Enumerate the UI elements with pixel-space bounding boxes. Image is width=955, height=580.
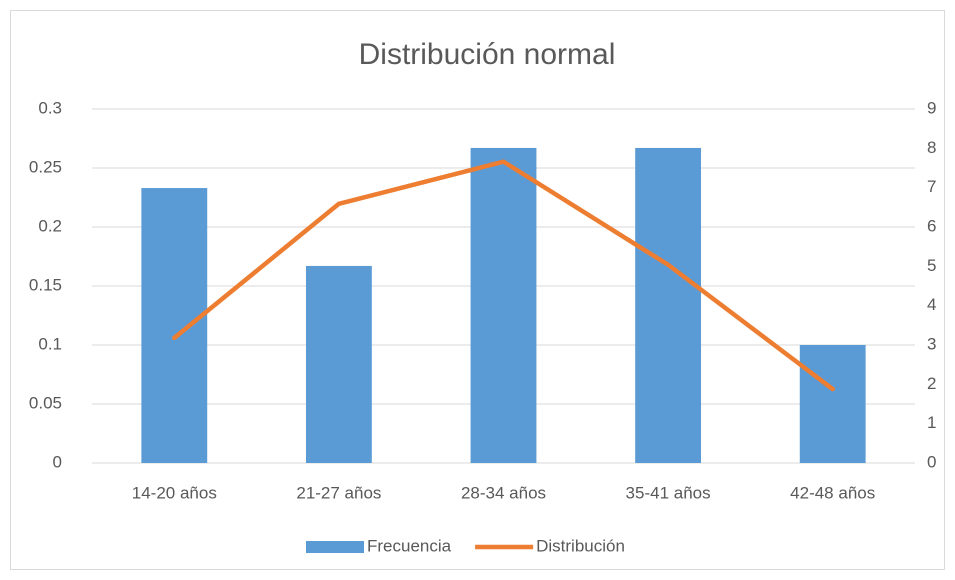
y-tick-label: 0.2 — [38, 216, 62, 235]
y-tick-label: 0.3 — [38, 98, 62, 117]
x-tick-label: 42-48 años — [790, 483, 875, 502]
y2-tick-label: 9 — [927, 98, 936, 117]
y2-tick-label: 6 — [927, 216, 936, 235]
bar — [635, 147, 702, 463]
y2-tick-label: 7 — [927, 177, 936, 196]
line — [172, 159, 835, 392]
y2-tick-label: 2 — [927, 374, 936, 393]
y2-tick-label: 3 — [927, 334, 936, 353]
y-tick-label: 0 — [53, 452, 62, 471]
x-tick-label: 28-34 años — [461, 483, 546, 502]
y-tick-label: 0.1 — [38, 334, 62, 353]
bar — [305, 265, 372, 463]
x-tick-label: 35-41 años — [626, 483, 711, 502]
bar — [141, 188, 208, 463]
y-tick-label: 0.15 — [29, 275, 62, 294]
x-tick-label: 14-20 años — [132, 483, 217, 502]
y2-tick-label: 5 — [927, 256, 936, 275]
legend-label: Distribución — [536, 536, 625, 555]
legend-label: Frecuencia — [367, 536, 452, 555]
legend-swatch — [306, 541, 364, 553]
y2-tick-label: 1 — [927, 413, 936, 432]
chart-title: Distribución normal — [359, 38, 616, 71]
y2-tick-label: 4 — [927, 295, 936, 314]
y-tick-label: 0.05 — [29, 393, 62, 412]
x-tick-label: 21-27 años — [296, 483, 381, 502]
bar — [799, 345, 866, 463]
bar — [470, 147, 537, 463]
y-tick-label: 0.25 — [29, 157, 62, 176]
y2-tick-label: 8 — [927, 138, 936, 157]
y2-tick-label: 0 — [927, 452, 936, 471]
